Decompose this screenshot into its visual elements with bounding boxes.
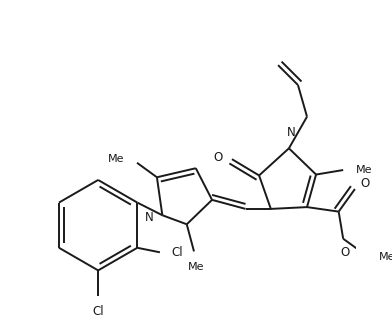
Text: O: O <box>360 177 370 190</box>
Text: Me: Me <box>108 154 124 164</box>
Text: Me: Me <box>378 252 392 262</box>
Text: Cl: Cl <box>93 305 104 318</box>
Text: N: N <box>145 210 153 223</box>
Text: Cl: Cl <box>172 246 183 259</box>
Text: N: N <box>287 126 296 139</box>
Text: Me: Me <box>356 165 372 175</box>
Text: O: O <box>340 246 350 259</box>
Text: Me: Me <box>187 262 204 272</box>
Text: O: O <box>214 151 223 164</box>
